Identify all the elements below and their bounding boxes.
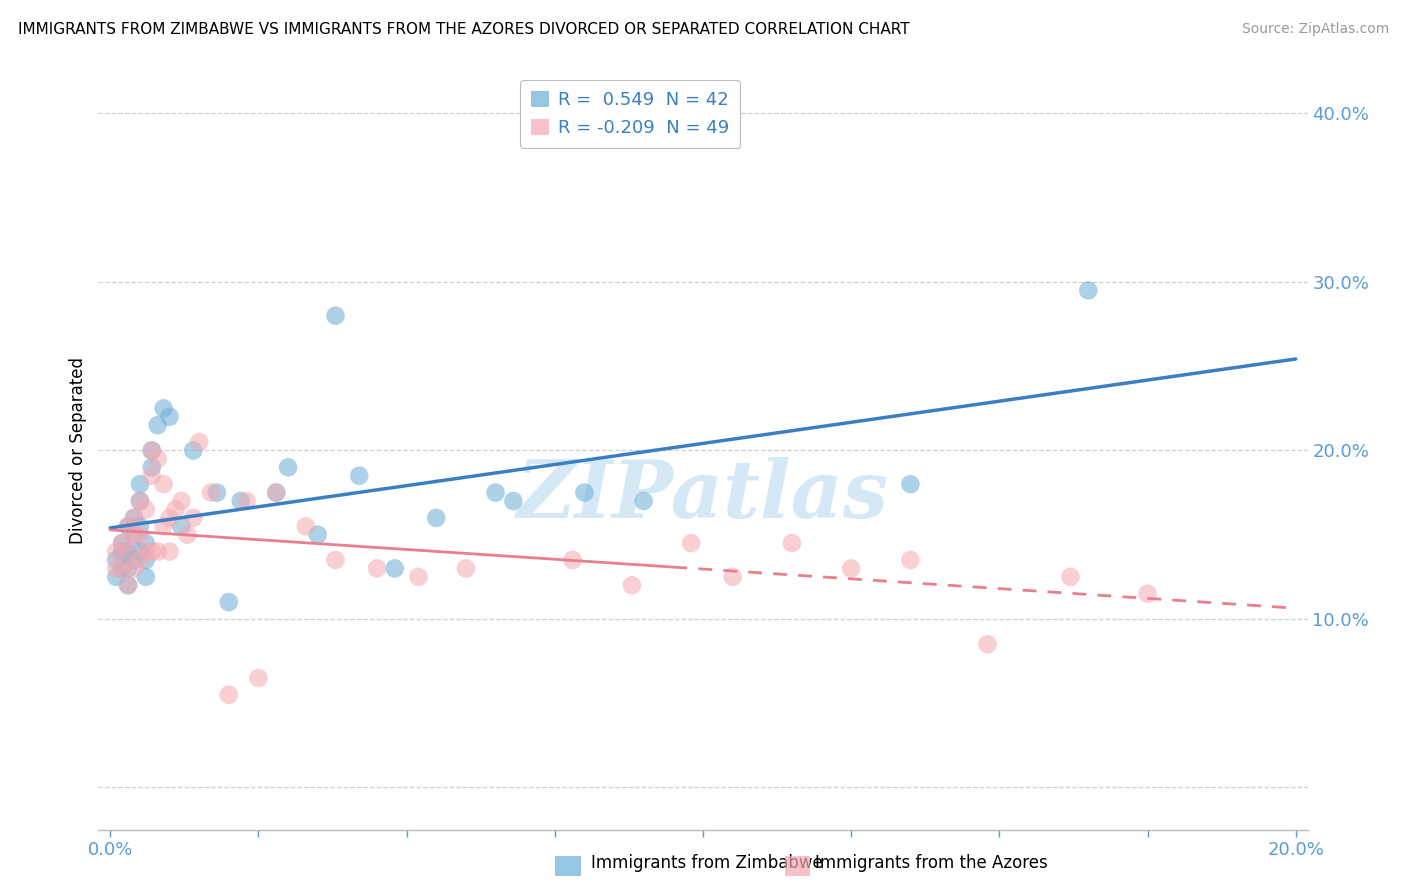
Text: Immigrants from the Azores: Immigrants from the Azores	[815, 855, 1049, 872]
Point	[780, 536, 803, 550]
Point	[839, 561, 862, 575]
Point	[384, 561, 406, 575]
Point	[159, 409, 181, 424]
Point	[170, 519, 193, 533]
Point	[366, 561, 388, 575]
Point	[141, 468, 163, 483]
Point	[111, 536, 134, 550]
Point	[574, 485, 596, 500]
Point	[561, 553, 583, 567]
Text: IMMIGRANTS FROM ZIMBABWE VS IMMIGRANTS FROM THE AZORES DIVORCED OR SEPARATED COR: IMMIGRANTS FROM ZIMBABWE VS IMMIGRANTS F…	[18, 22, 910, 37]
Point	[1136, 587, 1159, 601]
Point	[176, 527, 198, 541]
Point	[900, 477, 922, 491]
Point	[122, 527, 145, 541]
Point	[117, 578, 139, 592]
Point	[247, 671, 270, 685]
Point	[129, 544, 152, 558]
Point	[170, 494, 193, 508]
Point	[117, 561, 139, 575]
Point	[218, 688, 240, 702]
Point	[117, 578, 139, 592]
Point	[135, 553, 157, 567]
Point	[111, 561, 134, 575]
Point	[235, 494, 257, 508]
Point	[105, 570, 128, 584]
Point	[205, 485, 228, 500]
Point	[976, 637, 998, 651]
Point	[408, 570, 430, 584]
Point	[218, 595, 240, 609]
Point	[1077, 284, 1099, 298]
Point	[900, 553, 922, 567]
Point	[111, 544, 134, 558]
Text: ZIPatlas: ZIPatlas	[517, 458, 889, 534]
Point	[122, 527, 145, 541]
Point	[484, 485, 506, 500]
Point	[181, 511, 204, 525]
Point	[111, 536, 134, 550]
Point	[141, 443, 163, 458]
Point	[122, 553, 145, 567]
Point	[111, 561, 134, 575]
Point	[152, 401, 174, 416]
Point	[633, 494, 655, 508]
Point	[146, 418, 169, 433]
Point	[454, 561, 477, 575]
Point	[122, 511, 145, 525]
Point	[141, 544, 163, 558]
Point	[129, 494, 152, 508]
Point	[1059, 570, 1081, 584]
Point	[135, 536, 157, 550]
Point	[105, 544, 128, 558]
Point	[159, 544, 181, 558]
Point	[264, 485, 287, 500]
Point	[165, 502, 187, 516]
Point	[117, 544, 139, 558]
Point	[229, 494, 252, 508]
Point	[152, 477, 174, 491]
Text: Immigrants from Zimbabwe: Immigrants from Zimbabwe	[591, 855, 823, 872]
Point	[159, 511, 181, 525]
Point	[620, 578, 643, 592]
Point	[188, 435, 211, 450]
Point	[152, 519, 174, 533]
Point	[141, 443, 163, 458]
Point	[325, 553, 347, 567]
Text: Source: ZipAtlas.com: Source: ZipAtlas.com	[1241, 22, 1389, 37]
Point	[122, 561, 145, 575]
Point	[181, 443, 204, 458]
Point	[146, 451, 169, 466]
Point	[117, 519, 139, 533]
Point	[135, 570, 157, 584]
Point	[146, 544, 169, 558]
Point	[129, 527, 152, 541]
Point	[277, 460, 299, 475]
Point	[135, 544, 157, 558]
Point	[135, 502, 157, 516]
Point	[200, 485, 222, 500]
Point	[721, 570, 744, 584]
Point	[425, 511, 447, 525]
Point	[129, 553, 152, 567]
Y-axis label: Divorced or Separated: Divorced or Separated	[69, 357, 87, 544]
Point	[129, 519, 152, 533]
Point	[264, 485, 287, 500]
Point	[347, 468, 370, 483]
Legend: R =  0.549  N = 42, R = -0.209  N = 49: R = 0.549 N = 42, R = -0.209 N = 49	[520, 80, 741, 147]
Point	[141, 460, 163, 475]
Point	[105, 553, 128, 567]
Point	[295, 519, 318, 533]
Point	[307, 527, 329, 541]
Point	[105, 561, 128, 575]
Point	[502, 494, 524, 508]
Point	[325, 309, 347, 323]
Point	[117, 519, 139, 533]
Point	[129, 494, 152, 508]
Point	[129, 477, 152, 491]
Point	[117, 544, 139, 558]
Point	[122, 511, 145, 525]
Point	[681, 536, 703, 550]
